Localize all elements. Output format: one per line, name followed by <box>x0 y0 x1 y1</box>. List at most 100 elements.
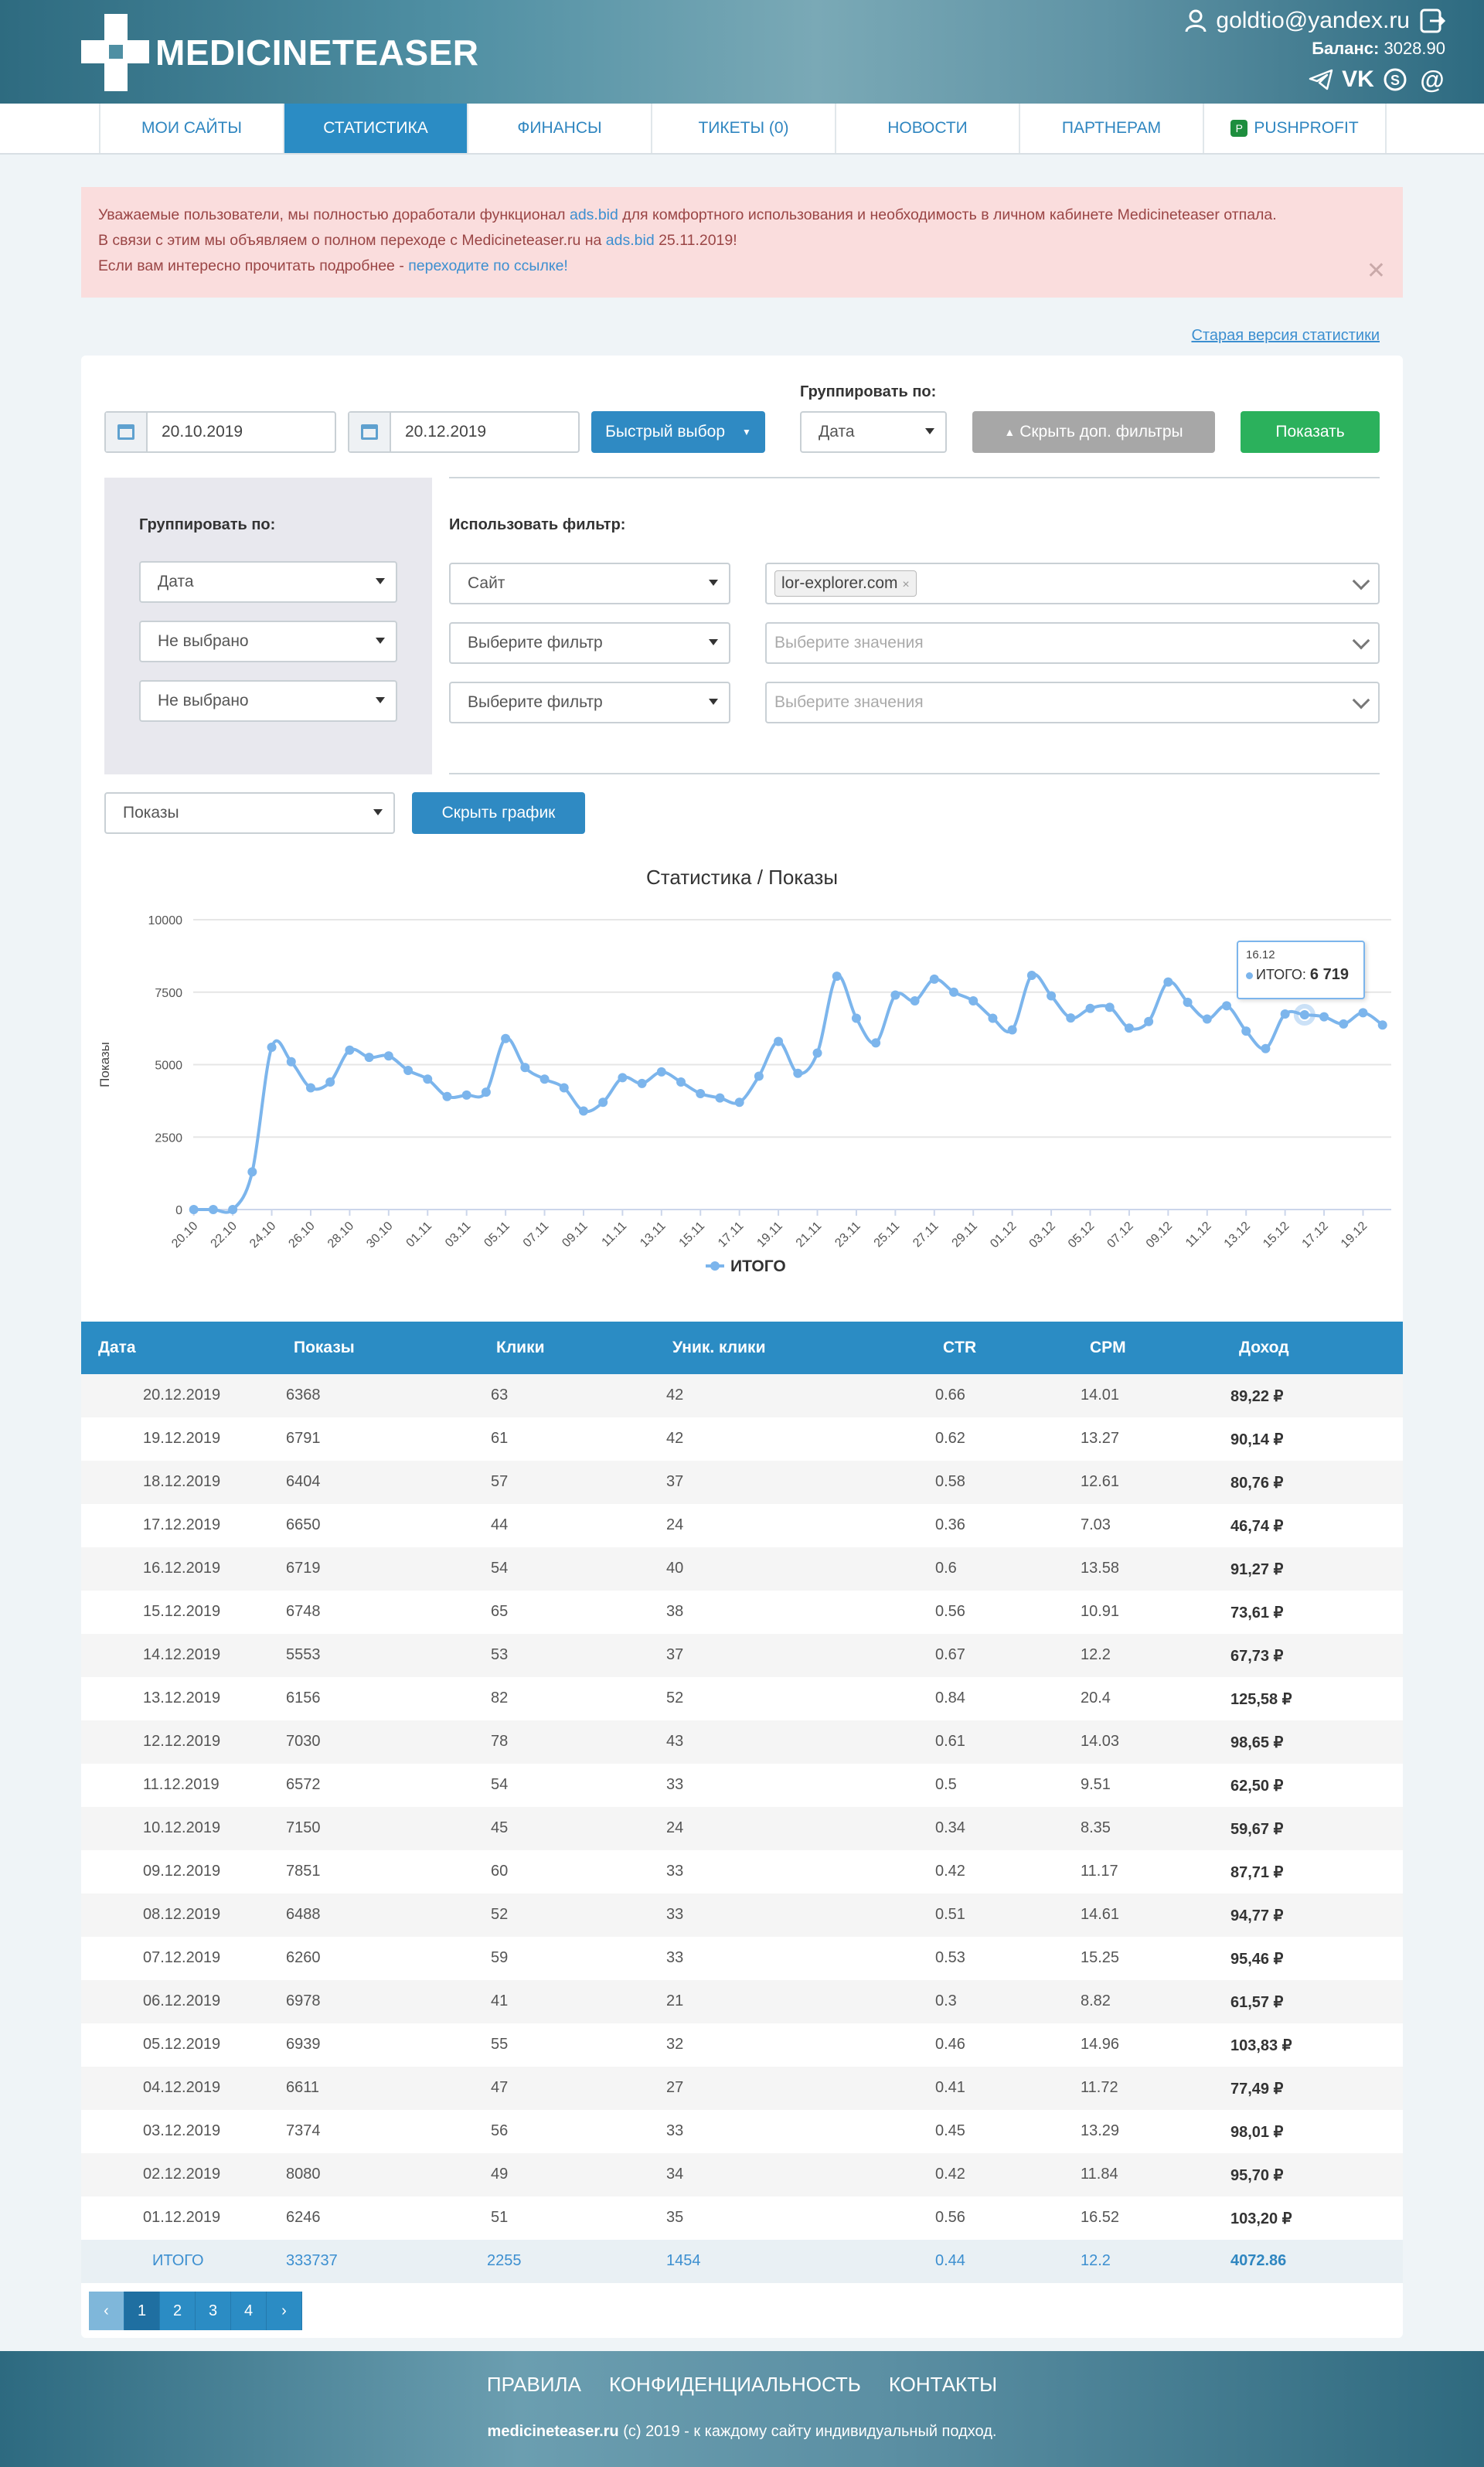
quick-select-button[interactable]: Быстрый выбор ▼ <box>591 411 765 453</box>
nav-tickets[interactable]: ТИКЕТЫ (0) <box>651 104 835 153</box>
footer-copyright: medicineteaser.ru (c) 2019 - к каждому с… <box>487 2423 997 2440</box>
data-point <box>1261 1043 1271 1053</box>
col-income[interactable]: Доход <box>1239 1339 1289 1356</box>
email-icon[interactable]: @ <box>1420 65 1445 94</box>
nav-statistics[interactable]: СТАТИСТИКА <box>283 104 467 153</box>
group-select-3[interactable]: Не выбрано <box>139 680 397 722</box>
hide-chart-button[interactable]: Скрыть график <box>412 792 585 834</box>
next-page-button[interactable]: › <box>267 2292 302 2330</box>
cell-unique: 40 <box>666 1560 684 1577</box>
table-total-row: ИТОГО 333737 2255 1454 0.44 12.2 4072.86 <box>81 2240 1403 2283</box>
vk-icon[interactable]: VK <box>1342 66 1374 92</box>
page-1-button[interactable]: 1 <box>124 2292 160 2330</box>
filter-values-1[interactable]: lor-explorer.com × <box>765 563 1380 604</box>
x-tick-label: 27.11 <box>910 1220 941 1251</box>
cell-ctr: 0.56 <box>935 2209 965 2226</box>
old-stats-link[interactable]: Старая версия статистики <box>1191 327 1380 344</box>
filter-values-3[interactable]: Выберите значения <box>765 682 1380 723</box>
page-2-button[interactable]: 2 <box>160 2292 196 2330</box>
cell-cpm: 9.51 <box>1081 1776 1111 1793</box>
data-point <box>481 1087 491 1097</box>
footer-rules-link[interactable]: ПРАВИЛА <box>486 2373 581 2396</box>
cell-ctr: 0.53 <box>935 1949 965 1966</box>
prev-page-button[interactable]: ‹ <box>89 2292 124 2330</box>
logout-icon[interactable] <box>1419 8 1445 34</box>
cell-income: 95,70 ₽ <box>1230 2167 1284 2184</box>
x-tick-label: 01.11 <box>404 1220 435 1251</box>
group-select-1[interactable]: Дата <box>139 561 397 603</box>
hide-filters-button[interactable]: ▲ Скрыть доп. фильтры <box>972 411 1215 453</box>
col-unique-clicks[interactable]: Уник. клики <box>672 1339 766 1356</box>
col-views[interactable]: Показы <box>294 1339 355 1356</box>
cell-cpm: 15.25 <box>1081 1949 1120 1966</box>
nav-my-sites[interactable]: МОИ САЙТЫ <box>99 104 283 153</box>
filter-select-3[interactable]: Выберите фильтр <box>449 682 730 723</box>
close-icon[interactable]: ✕ <box>1366 258 1386 284</box>
table-row: 01.12.2019 6246 51 35 0.56 16.52 103,20 ₽ <box>81 2196 1403 2240</box>
skype-icon[interactable]: S <box>1382 66 1408 93</box>
table-row: 08.12.2019 6488 52 33 0.51 14.61 94,77 ₽ <box>81 1894 1403 1937</box>
filter-select-1[interactable]: Сайт <box>449 563 730 604</box>
data-point <box>189 1205 199 1214</box>
legend-label: ИТОГО <box>730 1257 786 1275</box>
tag-remove-icon[interactable]: × <box>902 578 910 591</box>
cell-income: 98,65 ₽ <box>1230 1734 1284 1751</box>
table-row: 14.12.2019 5553 53 37 0.67 12.2 67,73 ₽ <box>81 1634 1403 1677</box>
col-date[interactable]: Дата <box>98 1339 136 1356</box>
cell-clicks: 52 <box>491 1906 509 1923</box>
metric-select[interactable]: Показы <box>104 792 395 834</box>
cell-ctr: 0.5 <box>935 1776 957 1793</box>
data-point <box>442 1091 452 1101</box>
cell-unique: 24 <box>666 1819 684 1836</box>
cell-income: 73,61 ₽ <box>1230 1604 1284 1621</box>
cell-cpm: 13.29 <box>1081 2122 1120 2139</box>
cell-date: 16.12.2019 <box>143 1560 221 1577</box>
series-line <box>193 972 1384 1214</box>
show-button[interactable]: Показать <box>1241 411 1380 453</box>
cell-views: 6260 <box>286 1949 321 1966</box>
date-to-field[interactable]: 20.12.2019 <box>348 411 580 453</box>
logo[interactable]: MEDICINETEASER <box>81 14 478 91</box>
y-tick-label: 5000 <box>155 1060 182 1073</box>
cell-clicks: 45 <box>491 1819 509 1836</box>
nav-news[interactable]: НОВОСТИ <box>835 104 1019 153</box>
telegram-icon[interactable] <box>1308 66 1334 93</box>
col-ctr[interactable]: CTR <box>943 1339 977 1356</box>
nav-pushprofit[interactable]: P PUSHPROFIT <box>1203 104 1387 153</box>
data-point <box>286 1057 296 1067</box>
filter-tag: lor-explorer.com × <box>774 570 917 597</box>
filter-select-2[interactable]: Выберите фильтр <box>449 622 730 664</box>
date-from-field[interactable]: 20.10.2019 <box>104 411 336 453</box>
cell-unique: 33 <box>666 1863 684 1880</box>
cell-clicks: 78 <box>491 1733 509 1750</box>
data-point <box>988 1013 998 1023</box>
cell-income: 90,14 ₽ <box>1230 1431 1284 1448</box>
cell-income: 103,83 ₽ <box>1230 2037 1292 2054</box>
cell-clicks: 53 <box>491 1646 509 1663</box>
cell-date: 12.12.2019 <box>143 1733 221 1750</box>
logo-text: MEDICINETEASER <box>155 32 479 73</box>
filter-values-2[interactable]: Выберите значения <box>765 622 1380 664</box>
total-cell-ctr: 0.44 <box>935 2252 965 2269</box>
table-row: 18.12.2019 6404 57 37 0.58 12.61 80,76 ₽ <box>81 1461 1403 1504</box>
footer-contacts-link[interactable]: КОНТАКТЫ <box>888 2373 998 2396</box>
data-point <box>812 1048 822 1058</box>
group-by-select[interactable]: Дата <box>800 411 947 453</box>
col-cpm[interactable]: CPM <box>1090 1339 1126 1356</box>
data-point <box>364 1053 374 1063</box>
read-more-link[interactable]: переходите по ссылке! <box>408 257 568 274</box>
y-axis-label: Показы <box>97 1042 112 1087</box>
footer-privacy-link[interactable]: КОНФИДЕНЦИАЛЬНОСТЬ <box>608 2373 861 2396</box>
page-4-button[interactable]: 4 <box>231 2292 267 2330</box>
col-clicks[interactable]: Клики <box>496 1339 545 1356</box>
page-3-button[interactable]: 3 <box>196 2292 231 2330</box>
ads-bid-link[interactable]: ads.bid <box>569 206 618 223</box>
nav-finance[interactable]: ФИНАНСЫ <box>467 104 651 153</box>
ads-bid-link-2[interactable]: ads.bid <box>605 232 655 249</box>
data-point <box>793 1068 803 1078</box>
nav-partners[interactable]: ПАРТНЕРАМ <box>1019 104 1203 153</box>
user-email[interactable]: goldtio@yandex.ru <box>1216 8 1410 33</box>
table-row: 12.12.2019 7030 78 43 0.61 14.03 98,65 ₽ <box>81 1720 1403 1764</box>
cell-date: 15.12.2019 <box>143 1603 221 1620</box>
group-select-2[interactable]: Не выбрано <box>139 621 397 662</box>
